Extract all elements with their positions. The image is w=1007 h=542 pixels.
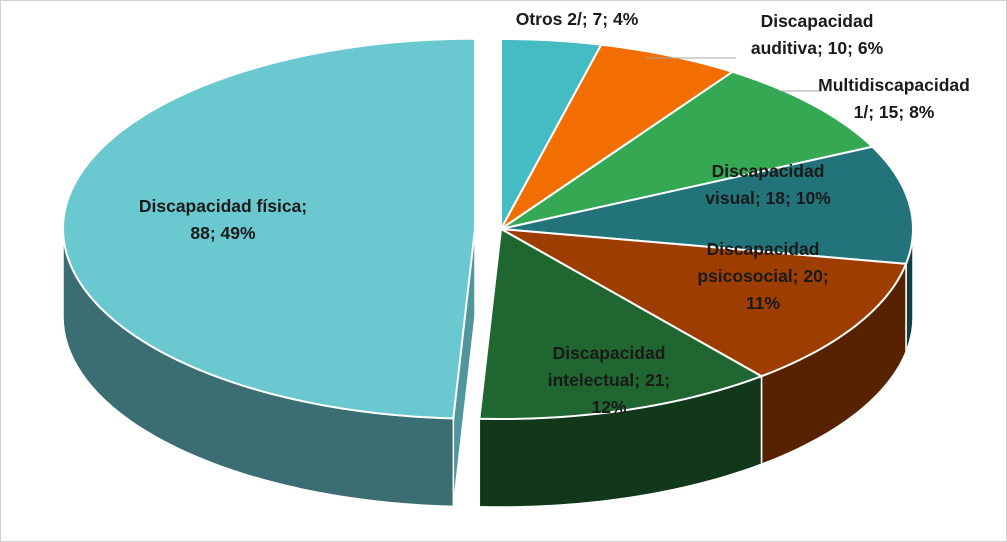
- pie-slice-2: [500, 70, 875, 230]
- pie-slice-4: [500, 228, 908, 378]
- data-label-line: 88; 49%: [190, 223, 256, 243]
- pie-slice-5: [478, 227, 764, 421]
- data-label-1: Discapacidad auditiva; 10; 6%: [751, 11, 884, 58]
- data-label-line: auditiva; 10; 6%: [751, 38, 884, 58]
- data-label-line: Discapacidad: [707, 239, 820, 259]
- data-label-line: Multidiscapacidad: [818, 75, 970, 95]
- data-label-5: Discapacidad intelectual; 21; 12%: [548, 343, 671, 417]
- data-label-line: 11%: [746, 293, 780, 313]
- data-label-line: 12%: [591, 397, 626, 417]
- data-label-line: Otros 2/; 7; 4%: [516, 9, 639, 29]
- pie-slice-6: [62, 37, 477, 420]
- data-label-line: visual; 18; 10%: [705, 188, 831, 208]
- data-label-3: Discapacidad visual; 18; 10%: [705, 161, 831, 208]
- pie-slice-1: [500, 43, 735, 230]
- data-label-2: Multidiscapacidad 1/; 15; 8%: [818, 75, 970, 122]
- data-label-6: Discapacidad física; 88; 49%: [139, 196, 307, 243]
- data-label-line: Discapacidad: [553, 343, 666, 363]
- data-label-line: psicosocial; 20;: [697, 266, 828, 286]
- pie-slice-3: [500, 145, 914, 265]
- data-label-line: Discapacidad: [761, 11, 874, 31]
- data-label-4: Discapacidad psicosocial; 20; 11%: [697, 239, 828, 313]
- data-label-line: Discapacidad: [712, 161, 825, 181]
- data-label-line: intelectual; 21;: [548, 370, 671, 390]
- data-label-0: Otros 2/; 7; 4%: [516, 9, 639, 29]
- data-label-line: Discapacidad física;: [139, 196, 307, 216]
- data-label-line: 1/; 15; 8%: [854, 102, 935, 122]
